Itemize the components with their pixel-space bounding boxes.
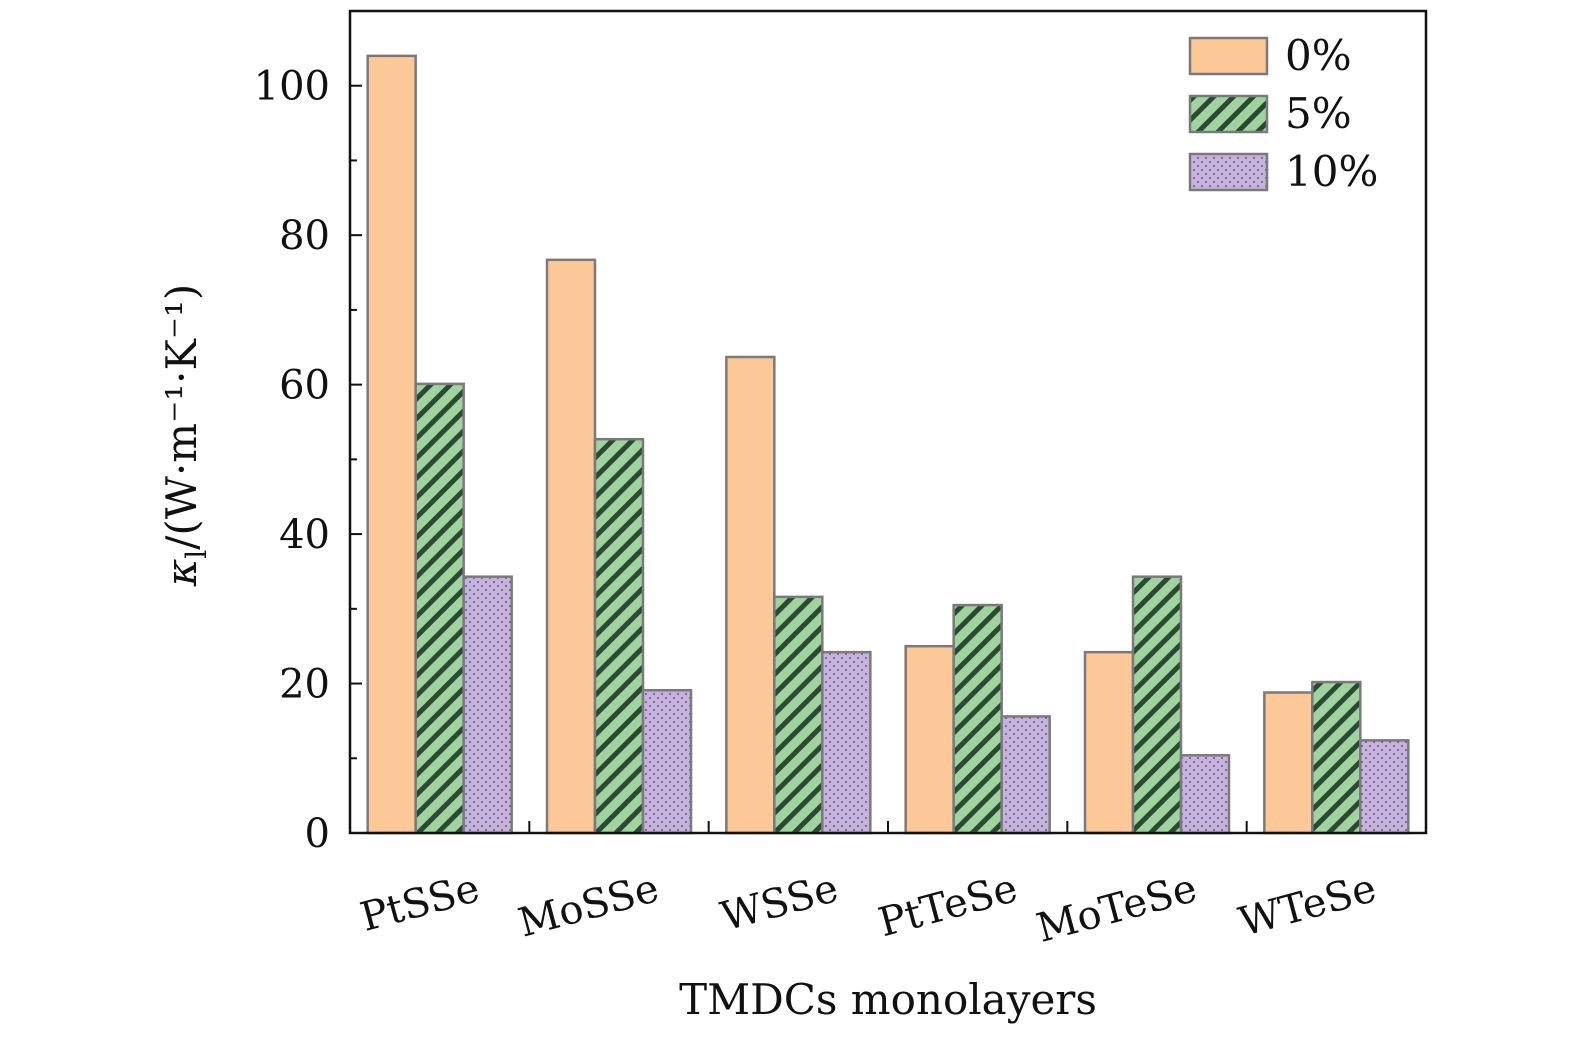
- y-axis-title-symbol: κ: [157, 559, 206, 588]
- legend: 0% 5% 10%: [1188, 31, 1378, 196]
- bar-PtTeSe-0pct: [904, 644, 955, 835]
- x-tick-label-PtTeSe: PtTeSe: [874, 865, 1022, 946]
- y-tick-label: 40: [279, 512, 330, 558]
- bar-MoSSe-10pct: [641, 689, 693, 835]
- bar-PtTeSe-5pct: [952, 603, 1003, 835]
- bar-WSSe-5pct: [773, 595, 824, 835]
- y-tick-label: 0: [305, 811, 330, 857]
- legend-swatch-10pct: [1188, 152, 1269, 192]
- bar-PtSSe-5pct: [414, 382, 465, 835]
- bar-MoTeSe-5pct: [1131, 575, 1183, 835]
- x-tick-label-MoSSe: MoSSe: [514, 865, 664, 946]
- y-tick-label: 60: [279, 363, 330, 409]
- x-axis: PtSSe MoSSe WSSe PtTeSe MoTeSe WTeSe: [356, 821, 1381, 952]
- y-axis-title: κl/(W·m⁻¹·K⁻¹): [157, 284, 213, 588]
- bar-PtSSe-0pct: [366, 54, 417, 835]
- y-axis-title-units: /(W·m⁻¹·K⁻¹): [157, 284, 206, 550]
- x-axis-title: TMDCs monolayers: [679, 975, 1097, 1024]
- bar-MoTeSe-10pct: [1179, 754, 1231, 835]
- x-tick-label-WSSe: WSSe: [716, 865, 843, 940]
- bar-MoSSe-5pct: [593, 437, 645, 835]
- y-tick-label: 20: [279, 662, 330, 708]
- y-axis-title-subscript: l: [180, 550, 213, 559]
- x-tick-label-MoTeSe: MoTeSe: [1032, 865, 1202, 952]
- y-axis: 0 20 40 60 80 100: [254, 10, 362, 857]
- bar-WTeSe-5pct: [1311, 680, 1362, 835]
- legend-swatch-5pct: [1188, 94, 1269, 134]
- bar-MoTeSe-0pct: [1083, 650, 1135, 835]
- legend-label-0pct: 0%: [1285, 31, 1352, 80]
- x-tick-label-WTeSe: WTeSe: [1234, 865, 1381, 946]
- bar-MoSSe-0pct: [545, 258, 597, 835]
- legend-label-5pct: 5%: [1285, 89, 1352, 138]
- bar-WTeSe-0pct: [1263, 691, 1314, 835]
- y-tick-label: 100: [254, 64, 330, 110]
- x-tick-label-PtSSe: PtSSe: [356, 865, 485, 941]
- bar-WSSe-0pct: [725, 355, 776, 835]
- y-tick-label: 80: [279, 213, 330, 259]
- bar-WTeSe-10pct: [1359, 739, 1410, 835]
- legend-swatch-0pct: [1188, 36, 1269, 76]
- bar-WSSe-10pct: [821, 650, 872, 835]
- bars-layer: [366, 54, 1410, 835]
- bar-PtSSe-10pct: [462, 575, 513, 835]
- bar-PtTeSe-10pct: [1000, 715, 1051, 835]
- legend-label-10pct: 10%: [1285, 147, 1378, 196]
